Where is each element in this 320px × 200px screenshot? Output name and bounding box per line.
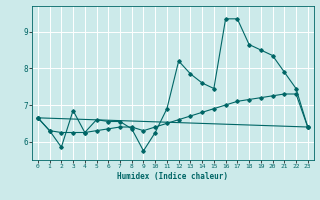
X-axis label: Humidex (Indice chaleur): Humidex (Indice chaleur) bbox=[117, 172, 228, 181]
